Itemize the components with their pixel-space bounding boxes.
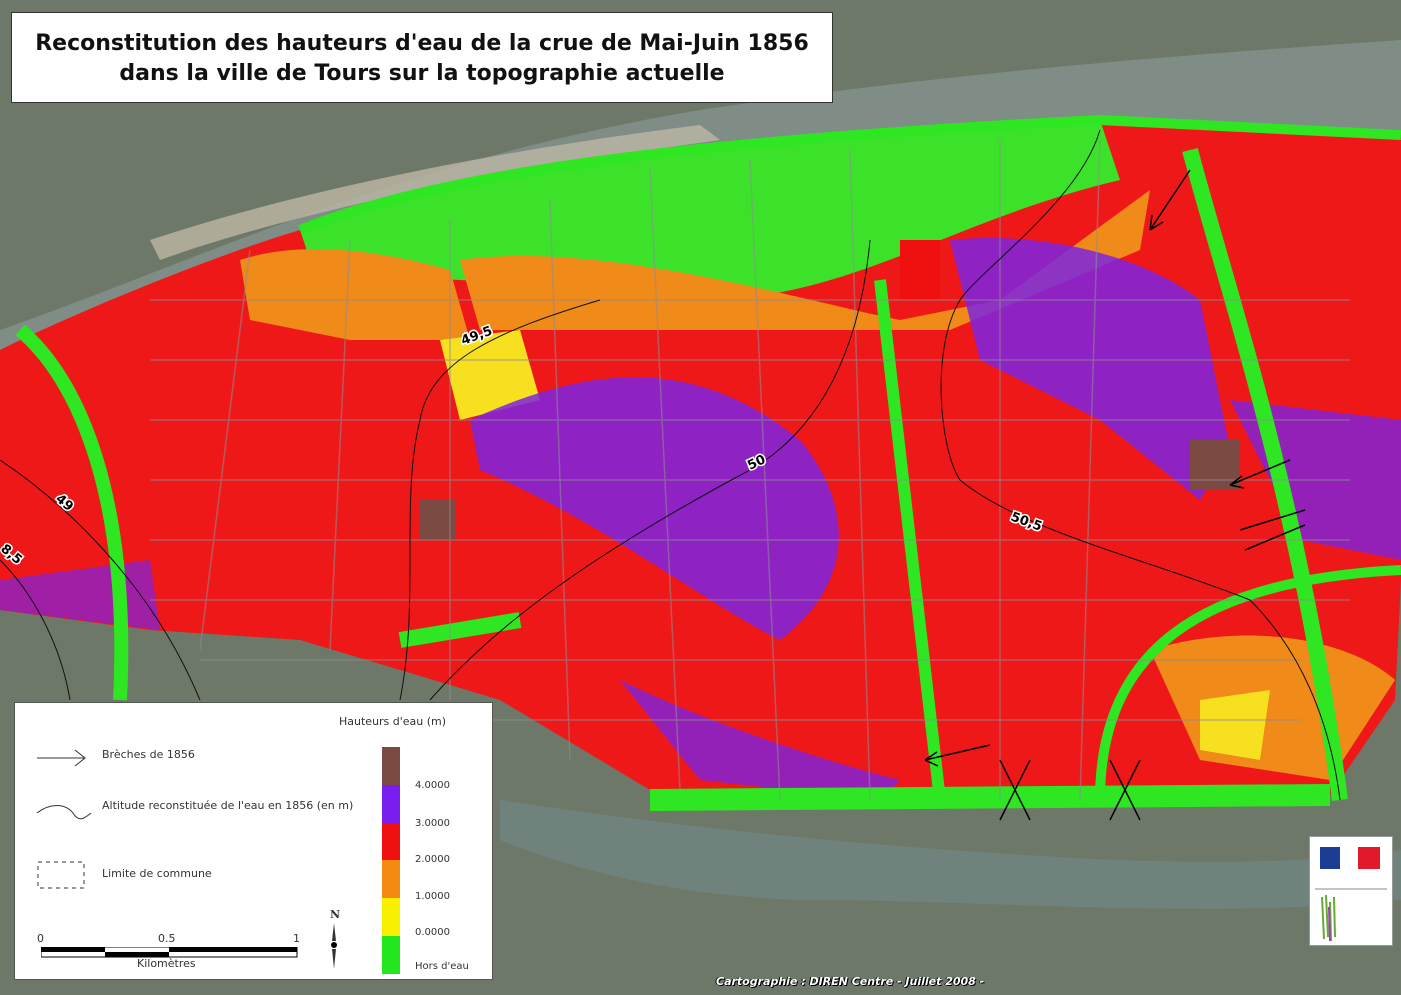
ramp-tick-3: 3.0000 [415,818,450,829]
street-grid [150,139,1350,801]
ramp-tick-0: 0.0000 [415,927,450,938]
scale-mid: 0.5 [158,932,176,945]
north-label: N [330,908,341,921]
title-line-1: Reconstitution des hauteurs d'eau de la … [35,31,809,56]
legend-symbols [36,749,92,889]
cher-river [500,800,1401,909]
republique-diren-logo-icon [1315,847,1387,942]
commune-label: Limite de commune [102,867,212,880]
commune-limit-icon [37,861,85,889]
map-legend: Brèches de 1856 Altitude reconstituée de… [14,702,493,980]
title-line-2: dans la ville de Tours sur la topographi… [119,61,725,86]
scale-end: 1 [293,932,300,945]
scale-bar [41,947,298,958]
arrow-icon [37,749,86,767]
loire-river [0,40,1401,350]
dry-corridors [15,114,1401,811]
map-title: Reconstitution des hauteurs d'eau de la … [11,12,833,103]
contour-line-icon [36,805,92,820]
ramp-class-dry [382,935,400,974]
ramp-class-4plus [382,747,400,785]
ramp-tick-2: 2.0000 [415,854,450,865]
north-arrow-icon [331,923,337,969]
government-logo [1309,836,1393,946]
depth-color-ramp [382,747,400,974]
ramp-tick-4: 4.0000 [415,780,450,791]
river-sandbanks [150,125,720,260]
ramp-class-3-4 [382,784,400,823]
altitude-label: Altitude reconstituée de l'eau en 1856 (… [102,799,354,812]
ramp-class-0-1 [382,898,400,936]
ramp-class-1-2 [382,860,400,899]
breach-arrows [924,169,1306,821]
altitude-contours [0,129,1341,801]
ramp-title: Hauteurs d'eau (m) [339,715,447,728]
ramp-tick-dry: Hors d'eau [415,961,469,972]
scale-start: 0 [37,932,44,945]
ramp-class-2-3 [382,822,400,861]
scale-unit: Kilomètres [137,957,196,970]
ramp-tick-1: 1.0000 [415,891,450,902]
credit-text: Cartographie : DIREN Centre - Juillet 20… [716,975,985,988]
breaches-label: Brèches de 1856 [102,748,195,761]
